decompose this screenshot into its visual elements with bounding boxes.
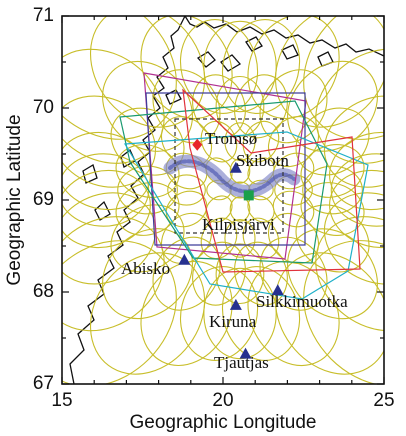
- y-tick-labels: 67 68 69 70 71: [33, 5, 54, 394]
- beam-ellipse: [274, 16, 384, 128]
- beam-ellipse: [140, 260, 233, 367]
- beam-ellipse: [274, 252, 384, 375]
- beam-ellipse: [160, 212, 213, 264]
- fields-of-view: [119, 72, 369, 300]
- y-axis-title: Geographic Latitude: [4, 114, 25, 285]
- label-tjautjas: Tjautjas: [214, 353, 269, 372]
- beam-ellipse: [203, 20, 277, 113]
- beam-ellipse: [62, 153, 150, 227]
- beam-ellipse: [234, 241, 288, 306]
- beam-ellipse: [224, 122, 256, 161]
- beam-ellipse: [330, 153, 384, 227]
- beam-ellipse: [229, 158, 251, 184]
- beam-ellipse: [115, 144, 180, 198]
- y-tick-label: 70: [33, 97, 54, 118]
- beam-ellipse: [329, 169, 384, 249]
- beam-ellipse: [303, 240, 384, 384]
- beam-ellipse: [287, 228, 378, 320]
- station-markers: [178, 138, 284, 359]
- beam-ellipse: [295, 107, 370, 176]
- beam-ellipse: [247, 16, 340, 120]
- beam-ellipse: [179, 266, 259, 361]
- beam-ellipse: [323, 95, 384, 188]
- beam-ellipse: [140, 16, 233, 120]
- beam-ellipse: [167, 174, 206, 206]
- beam-ellipse: [221, 266, 301, 361]
- fov-green: [119, 100, 328, 264]
- x-axis-title: Geographic Longitude: [130, 412, 317, 433]
- label-silkkimuotka: Silkkimuotka: [256, 292, 348, 311]
- beam-ellipse: [259, 69, 328, 144]
- beam-ellipse: [62, 169, 151, 249]
- beam-ellipse: [224, 219, 256, 258]
- beam-ellipse: [302, 165, 363, 215]
- label-tromso: Tromsø: [205, 129, 257, 148]
- beam-ellipses: [62, 16, 384, 384]
- beam-ellipse: [62, 16, 177, 140]
- axis-ticks: [61, 15, 385, 385]
- beam-ellipse: [247, 260, 340, 367]
- beam-ellipse: [315, 216, 384, 332]
- beam-ellipse: [62, 192, 157, 285]
- beam-ellipse: [179, 19, 259, 114]
- beam-ellipse: [117, 165, 178, 215]
- x-tick-labels: 15 20 25: [51, 390, 394, 411]
- beam-ellipse: [192, 241, 246, 306]
- beam-ellipse: [62, 240, 177, 384]
- station-marker-kiruna: [229, 298, 242, 310]
- station-marker-abisko: [178, 253, 191, 265]
- y-tick-label: 71: [33, 5, 54, 26]
- station-labels: Tromsø Skibotn Kilpisjärvi Abisko Silkki…: [121, 129, 348, 372]
- fov-blue: [145, 92, 306, 246]
- beam-ellipse: [272, 190, 315, 228]
- beam-ellipse: [315, 48, 384, 164]
- y-tick-label: 69: [33, 189, 54, 210]
- beam-ellipse: [62, 216, 165, 332]
- y-tick-label: 68: [33, 281, 54, 302]
- label-skibotn: Skibotn: [236, 151, 289, 170]
- station-marker-troms: [192, 138, 203, 151]
- station-marker-skibotn: [229, 161, 242, 173]
- fov-dashed: [174, 118, 284, 234]
- beam-ellipse: [221, 19, 301, 114]
- beam-ellipse: [62, 95, 157, 188]
- beam-ellipse: [215, 75, 265, 137]
- beam-ellipse: [102, 60, 193, 152]
- x-tick-label: 15: [51, 390, 72, 411]
- station-marker-kilpisjrvi: [243, 190, 254, 201]
- beam-ellipse: [303, 16, 384, 140]
- label-kiruna: Kiruna: [209, 312, 257, 331]
- beam-ellipse: [215, 243, 265, 305]
- fov-red: [182, 88, 361, 273]
- beam-ellipse: [323, 192, 384, 285]
- beam-ellipse: [234, 74, 288, 139]
- fov-cyan: [123, 131, 369, 300]
- beam-ellipse: [165, 190, 208, 228]
- x-tick-label: 25: [373, 390, 394, 411]
- y-tick-label: 67: [33, 373, 54, 394]
- label-kilpisjarvi: Kilpisjärvi: [202, 215, 275, 234]
- x-tick-label: 20: [212, 390, 233, 411]
- station-marker-tjautjas: [239, 347, 252, 359]
- beam-ellipse: [200, 120, 238, 163]
- label-abisko: Abisko: [121, 259, 170, 278]
- station-marker-silkkimuotka: [271, 284, 284, 296]
